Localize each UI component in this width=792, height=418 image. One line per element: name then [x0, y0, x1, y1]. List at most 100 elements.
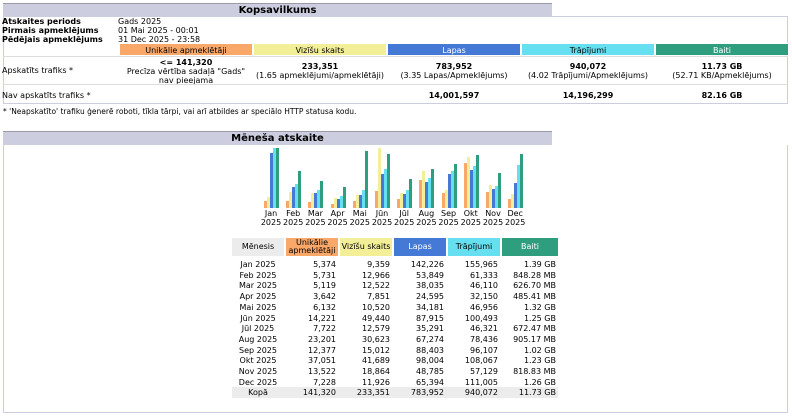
col-pages: Lapas	[387, 43, 521, 56]
table-cell: Feb 2025	[239, 270, 277, 280]
bar-10-4	[472, 166, 476, 208]
total-cell: 940,072	[464, 388, 498, 398]
table-cell: 12,966	[362, 270, 390, 280]
col-bytes: Baiti	[655, 43, 789, 56]
viewed-traffic-label: Apskatīts trafiks *	[2, 66, 74, 75]
summary-title: Kopsavilkums	[3, 3, 552, 17]
table-cell: 155,965	[464, 260, 498, 269]
period-label: Atskaites periods	[2, 17, 81, 26]
table-cell: 15,012	[362, 345, 390, 355]
table-cell: 485.41 MB	[513, 292, 556, 302]
bar-7-1	[397, 199, 401, 208]
bar-4-1	[330, 204, 334, 208]
col-unique-visitors: Unikālie apmeklētāji	[119, 43, 253, 56]
not-viewed-traffic-label: Nav apskatīts trafiks *	[2, 91, 91, 100]
bar-7-4	[406, 190, 410, 208]
table-cell: Mai 2025	[239, 302, 277, 312]
table-cell: 1.39 GB	[523, 260, 556, 269]
table-cell: 12,579	[362, 324, 390, 334]
bar-8-5	[431, 169, 435, 208]
not-viewed-pages-value: 14,001,597	[428, 91, 480, 100]
table-cell: 57,129	[470, 367, 498, 376]
table-cell: 37,051	[308, 356, 336, 366]
table-cell: 13,522	[308, 367, 336, 376]
viewed-pages-value: 783,952	[435, 62, 473, 71]
table-cell: 34,181	[416, 302, 444, 312]
table-cell: 48,785	[416, 367, 444, 376]
total-cell: 783,952	[410, 388, 444, 398]
table-cell: 46,110	[470, 281, 498, 291]
table-cell: 65,394	[416, 377, 444, 387]
viewed-bytes-sub: (52.71 KB/Apmeklējums)	[672, 71, 772, 80]
viewed-pages-sub: (3.35 Lapas/Apmeklējums)	[400, 71, 508, 80]
bar-11-4	[495, 186, 498, 208]
viewed-bytes-value: 11.73 GB	[701, 62, 743, 71]
bar-1-2	[267, 197, 270, 208]
x-tick-label: Jan 2025	[260, 209, 282, 227]
bar-10-3	[469, 170, 473, 208]
table-cell: 14,221	[308, 313, 336, 323]
viewed-bytes: 11.73 GB (52.71 KB/Apmeklējums)	[655, 62, 789, 80]
table-cell: 1.23 GB	[523, 356, 556, 366]
bar-1-3	[270, 153, 273, 208]
bar-9-1	[441, 193, 445, 208]
bar-5-3	[358, 195, 362, 208]
viewed-visits-value: 233,351	[301, 62, 339, 71]
bar-5-2	[355, 195, 359, 208]
th-month: Mēnesis	[232, 238, 284, 256]
bar-8-2	[422, 171, 426, 208]
bar-9-4	[450, 171, 454, 208]
table-cell: Dec 2025	[238, 377, 278, 387]
table-cell: 96,107	[470, 345, 498, 355]
bar-8-1	[419, 180, 423, 208]
bar-6-5	[387, 154, 390, 208]
bar-2-3	[292, 187, 296, 208]
total-cell: 11.73 GB	[518, 388, 556, 398]
table-cell: 38,035	[416, 281, 444, 291]
bar-11-1	[486, 192, 489, 208]
table-cell: Jan 2025	[240, 260, 276, 269]
bar-4-5	[342, 187, 346, 208]
table-cell: 6,132	[313, 302, 336, 312]
bar-9-3	[447, 174, 451, 208]
th-unique: Unikālie apmeklētāji	[286, 238, 338, 256]
not-viewed-bytes: 82.16 GB	[655, 91, 789, 100]
table-cell: 87,915	[416, 313, 444, 323]
bar-5-5	[364, 151, 368, 208]
table-cell: 672.47 MB	[513, 324, 556, 334]
table-cell: 30,623	[362, 334, 390, 344]
bar-6-1	[375, 191, 378, 208]
table-cell: 46,956	[470, 302, 498, 312]
bar-11-3	[492, 189, 495, 208]
table-cell: Okt 2025	[239, 356, 277, 366]
table-cell: 7,851	[367, 292, 390, 302]
table-cell: 18,864	[362, 367, 390, 376]
table-cell: 24,595	[416, 292, 444, 302]
bar-2-1	[286, 201, 290, 208]
table-cell: Apr 2025	[239, 292, 277, 302]
bar-3-3	[314, 193, 318, 208]
col-visits: Vizīšu skaits	[253, 43, 387, 56]
table-cell: 848.28 MB	[513, 270, 556, 280]
not-viewed-hits: 14,196,299	[521, 91, 655, 100]
summary-panel	[3, 16, 788, 104]
table-cell: 9,359	[367, 260, 390, 269]
table-cell: 1.25 GB	[523, 313, 556, 323]
bar-11-2	[489, 185, 492, 208]
bar-6-4	[384, 169, 387, 208]
first-visit-label: Pirmais apmeklējums	[2, 26, 99, 35]
bar-8-4	[428, 178, 432, 208]
viewed-unique-note: Precīza vērtība sadaļā "Gads" nav pieeja…	[126, 67, 246, 85]
x-tick-label: Nov 2025	[482, 209, 504, 227]
x-tick-label: Okt 2025	[460, 209, 481, 227]
table-cell: 61,333	[470, 270, 498, 280]
table-cell: 53,849	[416, 270, 444, 280]
bar-10-1	[463, 163, 467, 208]
total-row	[232, 387, 558, 399]
col-hits: Trāpījumi	[521, 43, 655, 56]
table-cell: 7,722	[313, 324, 336, 334]
x-tick-label: Aug 2025	[416, 209, 437, 227]
bar-11-5	[498, 173, 501, 208]
th-pages: Lapas	[394, 238, 446, 256]
x-tick-label: Mai 2025	[349, 209, 370, 227]
